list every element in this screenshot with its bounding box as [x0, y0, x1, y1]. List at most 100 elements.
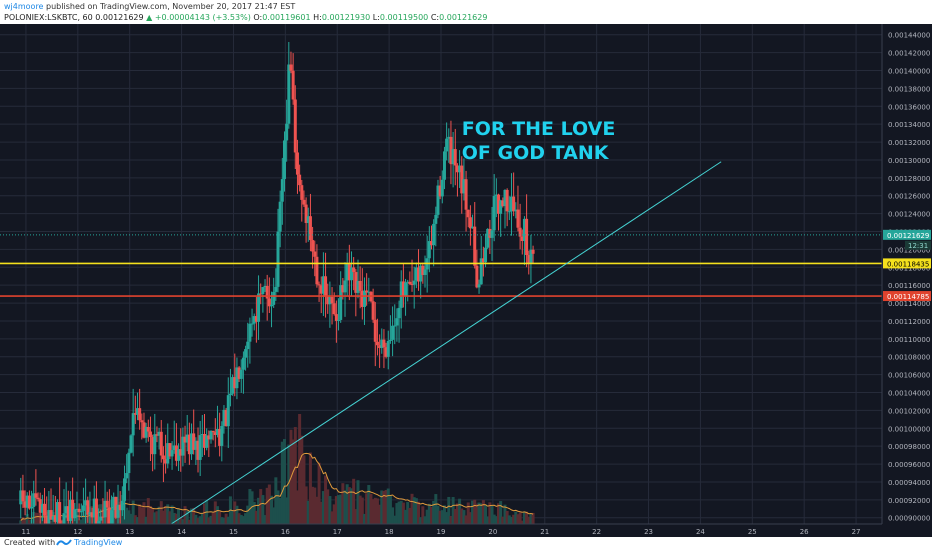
candle-body — [339, 285, 343, 320]
candle-body — [138, 408, 142, 421]
candle-body — [179, 449, 183, 456]
volume-bar — [434, 494, 438, 524]
candle-body — [341, 285, 345, 293]
candle-body — [404, 282, 408, 296]
candle-body — [133, 413, 137, 415]
candle-body — [429, 241, 433, 246]
volume-bar — [509, 516, 513, 524]
volume-bar — [468, 512, 472, 524]
volume-bar — [287, 444, 291, 524]
candle-body — [412, 280, 416, 285]
candle-body — [285, 123, 289, 141]
ohlc-line: POLONIEX:LSKBTC, 60 0.00121629 ▲ +0.0000… — [4, 13, 487, 22]
volume-bar — [391, 507, 395, 524]
volume-bar — [209, 515, 213, 524]
y-tick-label: 0.00116000 — [888, 282, 930, 290]
volume-bar — [464, 515, 468, 524]
y-tick-label: 0.00094000 — [888, 479, 930, 487]
volume-bar — [298, 414, 302, 524]
volume-bar — [447, 496, 451, 524]
low-label: L: — [372, 13, 380, 22]
volume-bar — [239, 514, 243, 524]
candle-body — [263, 285, 267, 288]
x-tick-label: 20 — [488, 528, 497, 536]
candle-body — [161, 455, 165, 460]
x-tick-label: 21 — [540, 528, 549, 536]
time-axis[interactable]: 11 12 13 14 15 16 17 18 19 20 21 22 23 24 25 26 27 — [21, 528, 860, 536]
candle-body — [529, 249, 533, 265]
volume-bar — [198, 516, 202, 524]
candle-body — [222, 409, 226, 426]
candle-body — [501, 200, 505, 207]
volume-bar — [261, 495, 265, 524]
volume-bar — [144, 516, 148, 524]
candle-body — [321, 276, 325, 294]
candle-body — [486, 228, 490, 248]
high-value: 0.00121930 — [321, 13, 371, 22]
volume-bar — [157, 506, 161, 524]
volume-bar — [231, 510, 235, 524]
candle-body — [356, 280, 360, 293]
x-tick-label: 22 — [592, 528, 601, 536]
volume-bar — [207, 517, 211, 524]
tradingview-logo-icon[interactable] — [56, 537, 72, 551]
candle-body — [358, 280, 362, 291]
y-tick-label: 0.00096000 — [888, 461, 930, 469]
candle-body — [481, 258, 485, 263]
volume-bar — [140, 507, 144, 524]
candle-body — [492, 195, 496, 231]
candle-body — [211, 430, 215, 433]
price-tag — [883, 229, 931, 240]
candle-body — [250, 323, 254, 325]
candle-body — [434, 214, 438, 224]
volume-bar — [319, 501, 323, 524]
candle-body — [445, 138, 449, 152]
candle-body — [177, 449, 181, 461]
published-text: published on TradingView.com, November 2… — [46, 2, 296, 11]
candle-body — [291, 70, 295, 100]
candle-body — [473, 226, 477, 266]
volume-bar — [192, 507, 196, 524]
candle-body — [110, 510, 114, 527]
volume-bar — [384, 490, 388, 524]
candle-body — [468, 217, 472, 229]
candle-body — [378, 345, 382, 349]
volume-bar — [166, 504, 170, 524]
annotation-text: FOR THE LOVE — [462, 118, 616, 140]
volume-bar — [362, 513, 366, 524]
time-axis-panel[interactable] — [0, 524, 932, 537]
x-tick-label: 16 — [281, 528, 290, 536]
candle-body — [40, 503, 44, 513]
volume-bar — [77, 519, 81, 524]
volume-bar — [291, 439, 295, 524]
volume-bar — [473, 499, 477, 524]
volume-bar — [328, 496, 332, 524]
candle-body — [53, 516, 57, 522]
y-tick-label: 0.00100000 — [888, 425, 930, 433]
candle-body — [438, 185, 442, 197]
volume-bar — [494, 516, 498, 524]
volume-bar — [423, 516, 427, 524]
chart-header: wj4moore published on TradingView.com, N… — [0, 0, 932, 24]
candle-body — [345, 263, 349, 281]
volume-bar — [356, 480, 360, 524]
volume-bar — [278, 497, 282, 524]
tradingview-brand[interactable]: TradingView — [74, 538, 123, 547]
candle-body — [287, 64, 291, 124]
candle-body — [153, 434, 157, 455]
candle-body — [233, 377, 237, 389]
candle-body — [123, 478, 127, 501]
volume-bar — [280, 441, 284, 524]
price-axis-panel[interactable] — [882, 24, 932, 524]
author-link[interactable]: wj4moore — [4, 2, 44, 11]
volume-bar — [375, 498, 379, 524]
candle-body — [278, 201, 282, 232]
trendline[interactable] — [170, 161, 722, 525]
chart-area[interactable]: FOR THE LOVE OF GOD TANK 0.00144000 0.0014… — [0, 24, 932, 551]
candle-body — [354, 272, 358, 293]
price-labels: 0.00121629 0.00118435 0.00114785 12:31 — [883, 229, 931, 302]
volume-bar — [306, 500, 310, 524]
volume-bar — [343, 490, 347, 524]
volume-bar — [352, 478, 356, 524]
